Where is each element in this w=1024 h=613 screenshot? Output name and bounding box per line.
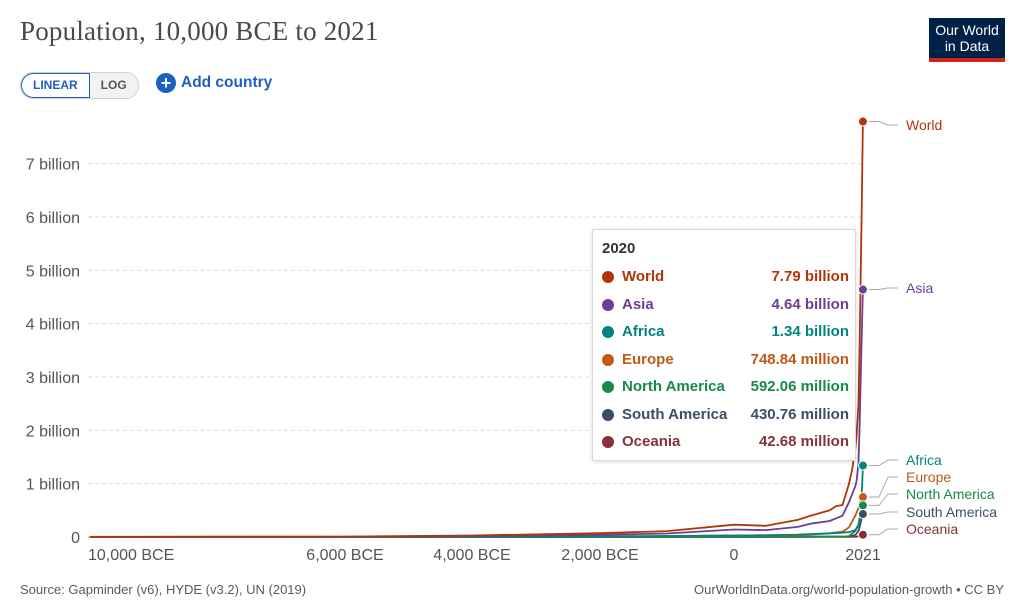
tooltip-series-name: Europe	[622, 350, 674, 368]
x-tick-label: 2,000 BCE	[561, 547, 638, 564]
label-connector	[868, 459, 898, 467]
tooltip-series-value: 7.79 billion	[771, 268, 849, 285]
tooltip-year: 2020	[602, 240, 636, 257]
y-tick-label: 0	[71, 530, 80, 547]
label-connector	[868, 121, 898, 126]
logo-line-1: Our World	[935, 22, 999, 38]
x-tick-label: 6,000 BCE	[306, 547, 383, 564]
tooltip-series-value: 430.76 million	[750, 405, 849, 423]
series-end-points	[857, 116, 868, 540]
y-tick-label: 4 billion	[26, 317, 80, 334]
tooltip-row: North America 592.06 million	[602, 376, 850, 398]
tooltip-row: Europe 748.84 million	[602, 349, 850, 371]
end-label-europe: Europe	[906, 469, 951, 485]
y-tick-label: 2 billion	[26, 423, 80, 440]
tooltip-series-value: 4.64 billion	[771, 295, 849, 313]
log-scale-button[interactable]: LOG	[89, 73, 138, 98]
series-line-asia	[89, 289, 864, 538]
legend-dot-icon	[602, 436, 614, 448]
source-url-link[interactable]: OurWorldInData.org/world-population-grow…	[694, 582, 1004, 597]
tooltip-series-name: World	[622, 268, 665, 285]
end-point-world	[857, 116, 868, 127]
tooltip-series-value: 748.84 million	[750, 350, 849, 368]
tooltip-series-value: 592.06 million	[750, 378, 849, 395]
add-country-button[interactable]: + Add country	[156, 73, 272, 93]
chart-title: Population, 10,000 BCE to 2021	[20, 16, 379, 46]
source-note: Source: Gapminder (v6), HYDE (v3.2), UN …	[20, 582, 307, 597]
end-point-europe	[857, 492, 868, 503]
label-connector	[868, 287, 898, 291]
tooltip-series-name: Oceania	[622, 433, 681, 450]
y-tick-label: 7 billion	[26, 157, 80, 174]
label-connector	[868, 493, 898, 506]
x-axis-ticks: 10,000 BCE 6,000 BCE 4,000 BCE 2,000 BCE 0 20…	[88, 547, 881, 564]
owid-logo[interactable]: Our World in Data	[929, 18, 1005, 62]
label-connector	[868, 511, 898, 515]
end-label-north-america: North America	[906, 486, 995, 502]
end-point-africa	[857, 460, 868, 471]
legend-dot-icon	[602, 271, 614, 283]
tooltip-series-value: 1.34 billion	[771, 323, 849, 340]
legend-dot-icon	[602, 298, 614, 311]
x-tick-label: 4,000 BCE	[433, 547, 510, 564]
end-label-africa: Africa	[906, 452, 942, 468]
legend-dot-icon	[602, 353, 614, 366]
label-connectors	[868, 121, 898, 536]
legend-dot-icon	[602, 408, 614, 421]
tooltip-row: South America 430.76 million	[602, 404, 850, 426]
plus-circle-icon: +	[156, 73, 176, 93]
tooltip-series-name: South America	[622, 405, 728, 423]
tooltip-row: Oceania 42.68 million	[602, 431, 850, 453]
tooltip-row: World 7.79 billion	[602, 266, 850, 288]
x-tick-label: 2021	[845, 547, 881, 564]
hover-tooltip: 2020 World 7.79 billion Asia 4.64 billion Af…	[592, 229, 856, 461]
tooltip-row: Africa 1.34 billion	[602, 321, 850, 343]
end-label-oceania: Oceania	[906, 521, 958, 537]
end-label-south-america: South America	[906, 504, 997, 520]
legend-dot-icon	[602, 381, 614, 393]
x-tick-label: 10,000 BCE	[88, 547, 174, 564]
end-label-world: World	[906, 117, 942, 133]
tooltip-series-name: Africa	[622, 323, 665, 340]
linear-scale-button[interactable]: LINEAR	[21, 73, 90, 98]
series-line-world	[89, 121, 864, 538]
end-point-south-america	[857, 509, 868, 520]
tooltip-row: Asia 4.64 billion	[602, 294, 850, 316]
x-tick-label: 0	[730, 547, 739, 564]
scale-toggle: LINEAR LOG	[20, 72, 139, 99]
tooltip-series-name: North America	[622, 378, 725, 395]
end-point-asia	[857, 284, 868, 295]
y-tick-label: 6 billion	[26, 210, 80, 227]
series-line-north-america	[89, 505, 864, 538]
end-point-oceania	[857, 529, 868, 540]
label-connector	[868, 528, 898, 536]
end-point-north-america	[857, 500, 868, 511]
y-tick-label: 5 billion	[26, 263, 80, 280]
y-tick-label: 3 billion	[26, 370, 80, 387]
tooltip-series-value: 42.68 million	[758, 433, 849, 450]
series-line-europe	[89, 496, 864, 538]
series-line-africa	[89, 465, 864, 538]
tooltip-series-name: Asia	[622, 295, 654, 313]
logo-line-2: in Data	[944, 38, 990, 54]
y-tick-label: 1 billion	[26, 477, 80, 494]
add-country-label: Add country	[181, 74, 273, 91]
legend-dot-icon	[602, 326, 614, 338]
y-axis-ticks: 0 1 billion 2 billion 3 billion 4 billion 5 b…	[26, 157, 80, 547]
label-connector	[868, 476, 898, 498]
end-label-asia: Asia	[906, 280, 933, 296]
